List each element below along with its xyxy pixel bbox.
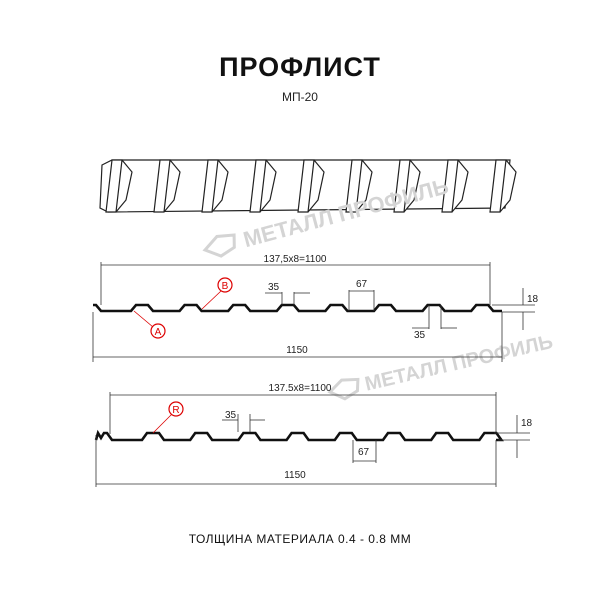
watermark-text: МЕТАЛЛ ПРОФИЛЬ: [363, 331, 555, 396]
valley-dimension: 67: [358, 447, 370, 458]
marker-r-circle: [168, 401, 184, 417]
crest-dimension: 35: [225, 410, 237, 421]
sheet-rib: [201, 159, 229, 213]
valley-dimension: 67: [356, 279, 368, 290]
marker-r: R: [172, 405, 179, 416]
model-subtitle: МП-20: [282, 90, 318, 104]
watermark-2: МЕТАЛЛ ПРОФИЛЬ: [327, 331, 555, 401]
pitch-dimension: 137,5x8=1100: [264, 254, 327, 265]
sheet-rib: [345, 159, 373, 213]
total-width-dimension: 1150: [284, 470, 306, 481]
sheet-rib: [297, 159, 325, 213]
sheet-rib: [393, 159, 421, 213]
profile-bottom: 137.5x8=1100 1150 35 67 18 R: [94, 383, 533, 487]
watermark-logo-icon: [202, 233, 236, 258]
marker-b: B: [222, 281, 229, 292]
watermark-logo-icon: [327, 377, 360, 401]
sheet-rib: [489, 159, 517, 213]
sheet-rib: [105, 159, 133, 213]
crest-dimension: 35: [268, 282, 280, 293]
material-thickness-note: ТОЛЩИНА МАТЕРИАЛА 0.4 - 0.8 ММ: [188, 532, 412, 546]
marker-b-circle: [217, 277, 233, 293]
sheet-rib: [441, 159, 469, 213]
marker-a: A: [155, 327, 162, 338]
sheet-rib: [249, 159, 277, 213]
page-title: ПРОФЛИСТ: [219, 52, 381, 82]
profile-line: [93, 303, 502, 313]
profile-line: [94, 429, 504, 442]
marker-a-circle: [150, 323, 166, 339]
bottom-dimension: 35: [414, 330, 426, 341]
sheet-3d-illustration: [99, 159, 517, 213]
total-width-dimension: 1150: [286, 345, 308, 356]
sheet-rib: [153, 159, 181, 213]
profile-top: 137,5x8=1100 1150 35 67 35 18 A B: [92, 254, 539, 362]
pitch-dimension: 137.5x8=1100: [269, 383, 332, 394]
height-dimension: 18: [527, 294, 539, 305]
height-dimension: 18: [521, 418, 533, 429]
